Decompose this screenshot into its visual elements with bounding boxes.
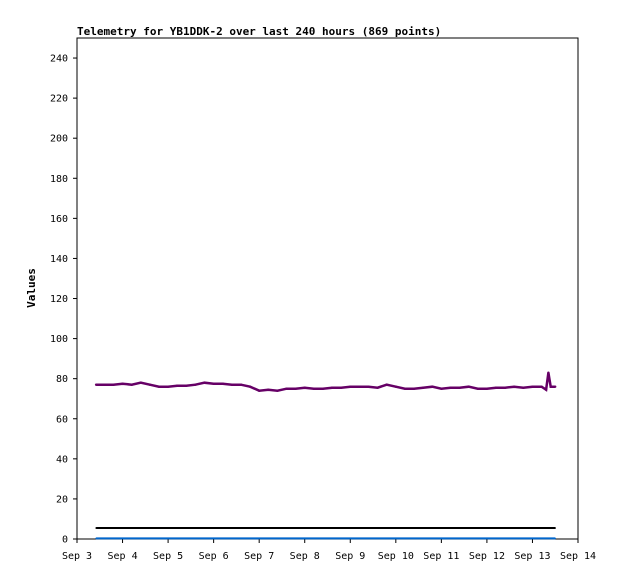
chart-title: Telemetry for YB1DDK-2 over last 240 hou… [77,25,441,38]
series-1-point [294,387,297,390]
series-1-point [403,387,407,390]
series-1-point [376,386,379,389]
series-1-point [412,387,416,390]
x-tick-label: Sep 5 [153,551,183,562]
y-tick-label: 120 [50,294,68,305]
series-1-point [121,382,124,385]
series-1-point [385,383,388,386]
series-1-point [340,386,343,389]
series-1-point [112,383,115,386]
series-line-1 [96,372,556,392]
series-1-point [449,386,452,389]
x-tick-label: Sep 13 [514,551,550,562]
x-tick-label: Sep 4 [107,551,137,562]
series-1-point [94,383,98,386]
series-1-point [103,383,106,386]
series-1-point [176,384,179,387]
series-1-point [212,382,215,385]
series-1-point [130,383,133,386]
series-2-point [95,527,97,529]
series-1-point [440,387,443,390]
series-1-point [367,385,370,388]
series-1-point [549,385,552,388]
series-1-point [230,383,234,386]
x-tick-label: Sep 8 [290,551,320,562]
y-tick-label: 140 [50,254,68,265]
series-1-point [285,387,288,390]
x-tick-label: Sep 12 [469,551,505,562]
x-tick-label: Sep 14 [560,551,596,562]
series-1-point [276,389,279,392]
x-tick-label: Sep 10 [378,551,414,562]
series-1-point [431,385,434,388]
y-axis-label: Values [25,268,38,308]
series-1-point [248,385,252,388]
series-1-point [547,371,550,374]
series-1-point [203,381,206,384]
y-axis: 0 20 40 60 80 100 120 140 160 180 200 220 240 [50,54,77,546]
x-tick-label: Sep 9 [335,551,365,562]
y-tick-label: 180 [50,174,68,185]
series-1-point [458,386,461,389]
series-1-point [394,385,397,388]
x-axis: Sep 3 Sep 4 Sep 5 Sep 6 Sep 7 Sep 8 Sep 9 Sep 1… [62,539,596,562]
series-1-point [544,388,548,391]
series-1-point [485,387,489,390]
series-1-point [421,386,425,389]
series-2-point [554,527,556,529]
series-1-point [476,387,479,390]
y-tick-label: 200 [50,134,68,145]
series-1-point [358,385,361,388]
series-3-point [95,537,97,540]
series-1-point [467,385,470,388]
y-tick-label: 240 [50,54,68,65]
x-tick-label: Sep 11 [423,551,459,562]
series-1-point [194,383,197,386]
series-1-point [349,385,352,388]
y-tick-label: 80 [56,374,68,385]
y-tick-label: 220 [50,94,68,105]
series-3-point [554,537,556,540]
plot-frame [76,37,579,540]
series-1-point [157,385,161,388]
series-1-point [513,385,516,388]
series-1-point [522,386,525,389]
series-layer [94,371,557,540]
series-1-point [503,386,507,389]
y-tick-label: 40 [56,454,68,465]
series-1-point [185,384,188,387]
y-tick-label: 0 [62,535,68,546]
y-tick-label: 160 [50,214,68,225]
series-1-point [531,385,534,388]
series-1-point [494,386,498,389]
y-tick-label: 60 [56,414,68,425]
series-1-point [166,385,170,388]
series-1-point [148,383,152,386]
series-1-point [554,385,557,388]
series-1-point [303,386,306,389]
series-1-point [139,381,142,384]
series-1-point [540,385,543,388]
series-1-point [221,382,224,385]
series-1-point [321,387,325,390]
x-tick-label: Sep 6 [199,551,229,562]
series-1-point [239,383,243,386]
series-1-point [330,386,334,389]
y-tick-label: 20 [56,494,68,505]
series-1-point [312,387,315,390]
x-tick-label: Sep 3 [62,551,92,562]
series-1-point [258,389,261,392]
x-tick-label: Sep 7 [244,551,274,562]
y-tick-label: 100 [50,334,68,345]
series-1-point [267,388,270,391]
